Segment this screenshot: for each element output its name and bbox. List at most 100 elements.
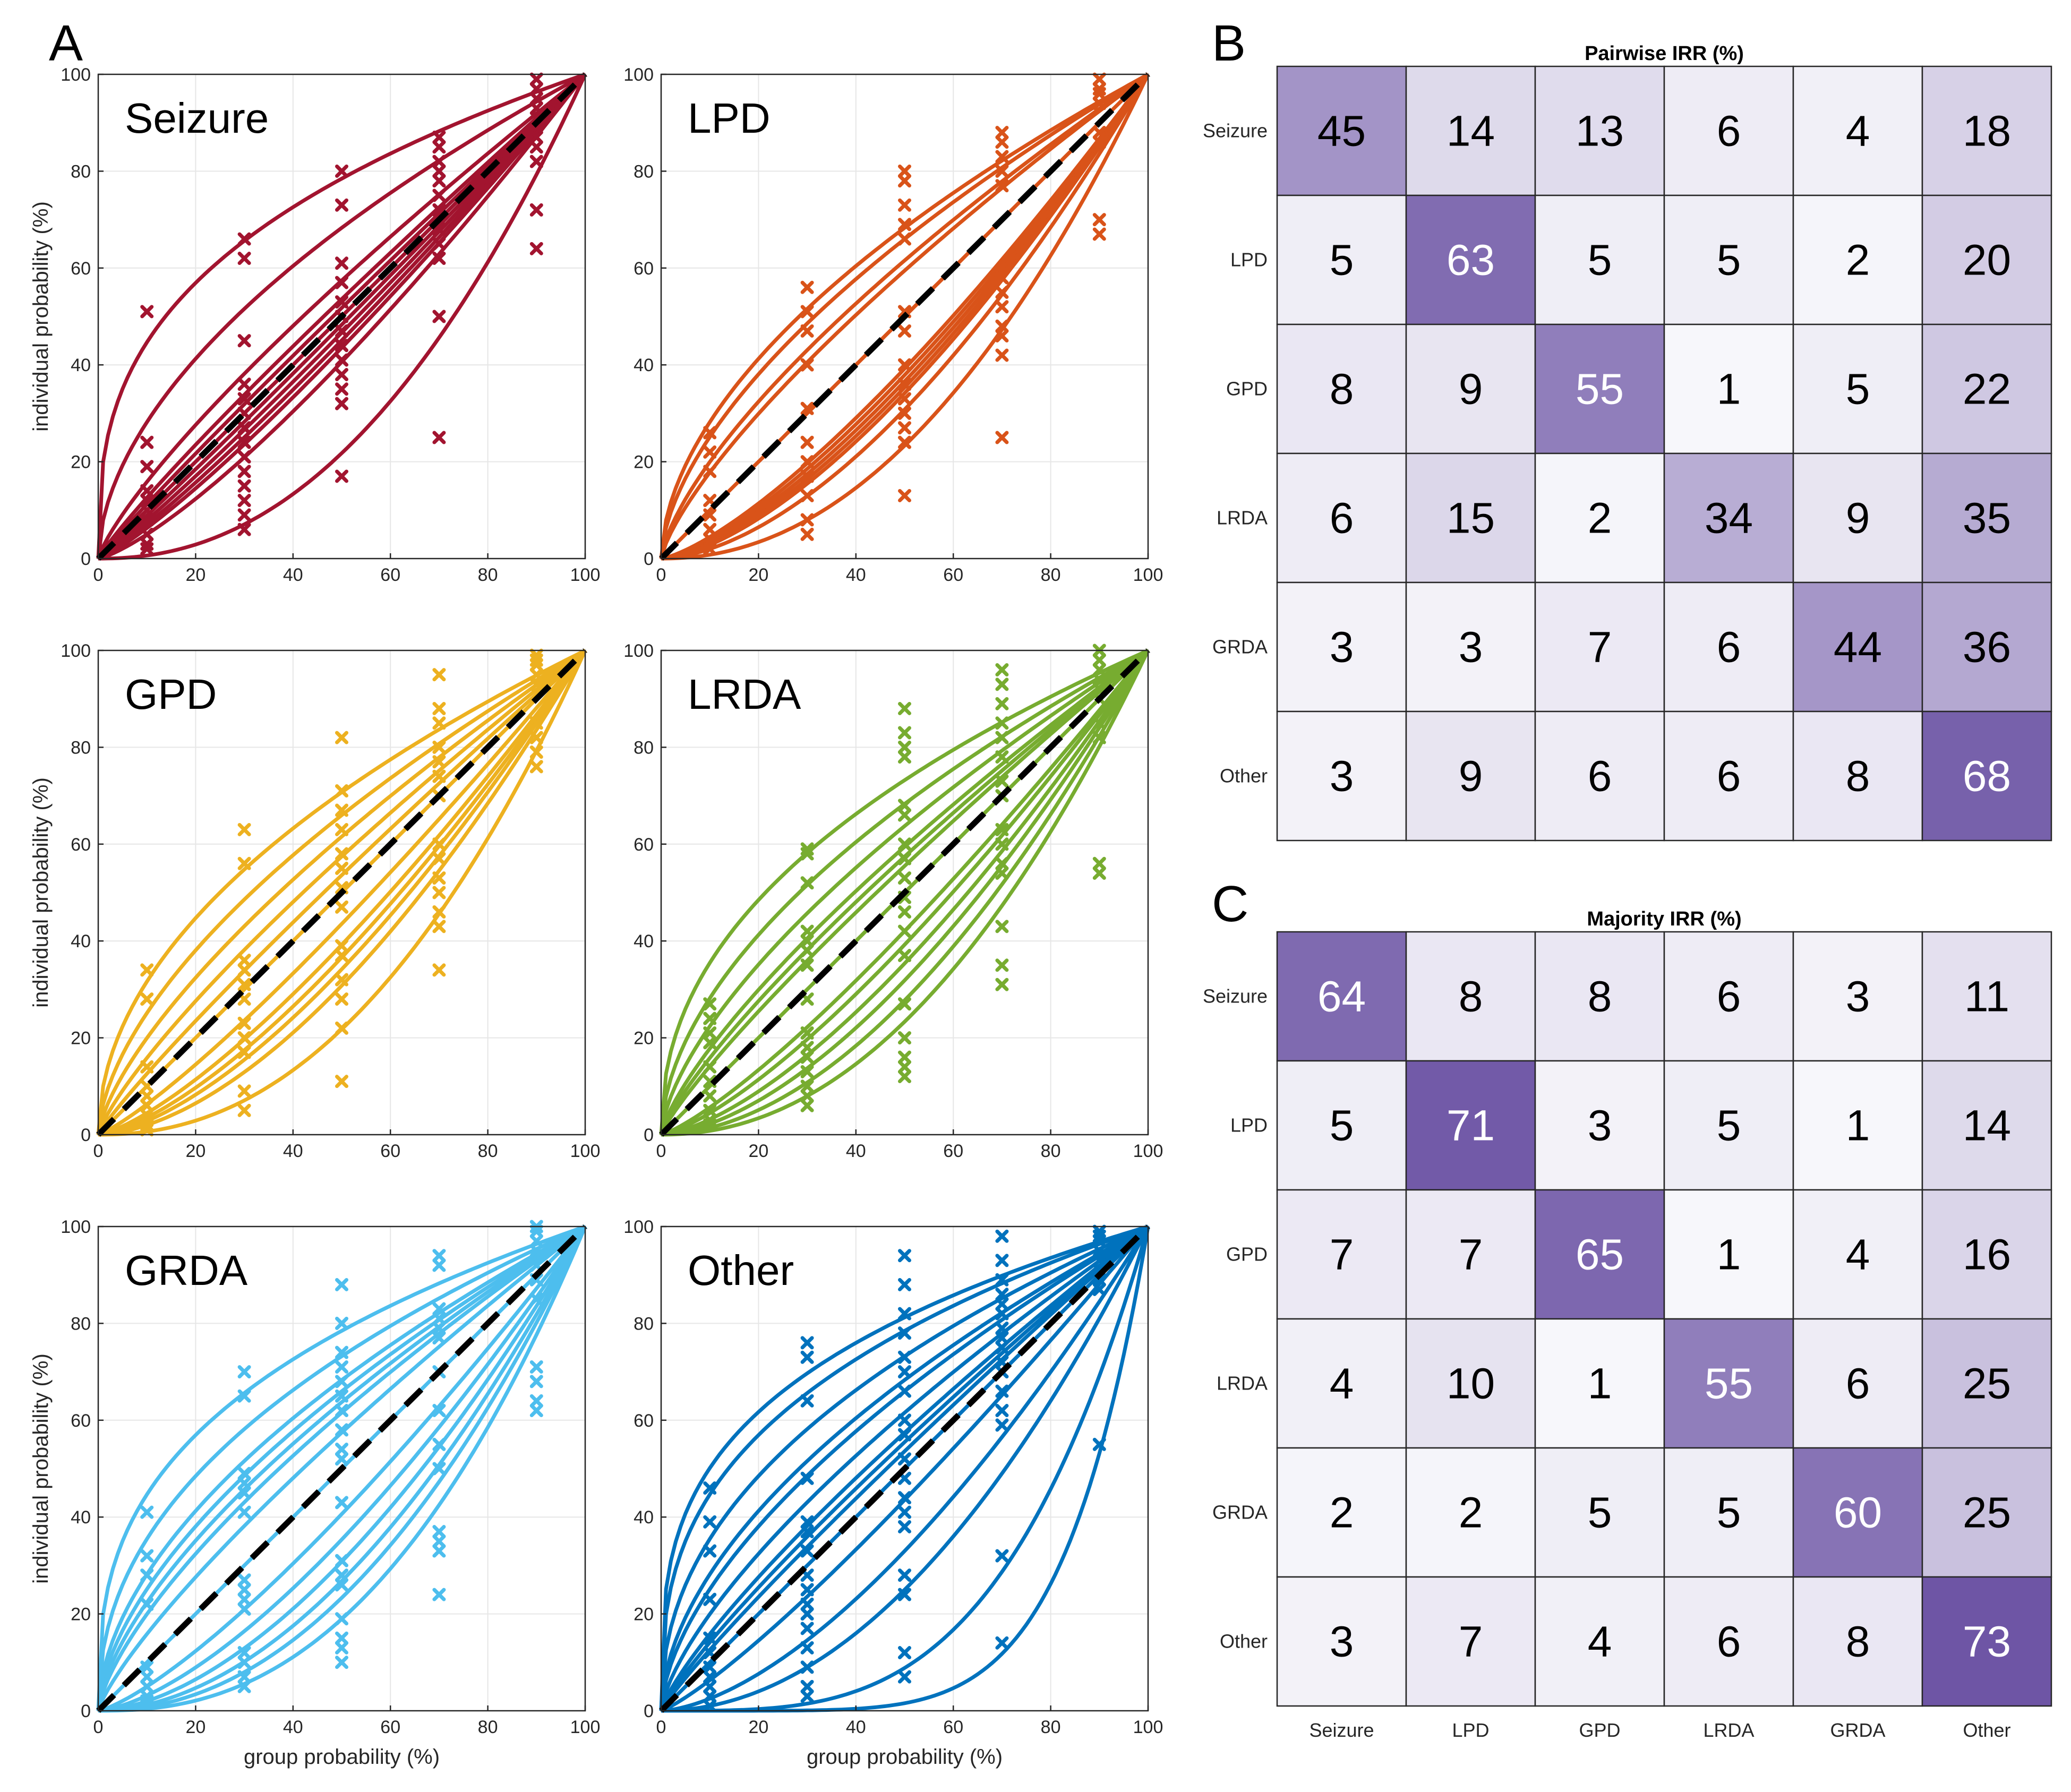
data-point (529, 1224, 543, 1238)
plot-title: LRDA (688, 671, 801, 718)
heatmap-value: 10 (1447, 1360, 1495, 1408)
y-tick-label: 40 (634, 355, 654, 375)
data-point (898, 1277, 911, 1291)
fit-curve (96, 1225, 587, 1712)
x-tick-label: 60 (380, 565, 400, 585)
data-point (529, 92, 543, 106)
y-tick-label: 60 (634, 835, 654, 855)
data-point (432, 1437, 446, 1451)
heatmap-value: 5 (1717, 1489, 1741, 1537)
data-point (800, 469, 814, 483)
data-point (898, 1060, 911, 1074)
heatmap-cell (1663, 710, 1794, 842)
data-point (800, 401, 814, 415)
x-tick-label: 0 (93, 1141, 104, 1161)
heatmap-value: 11 (1964, 973, 2009, 1021)
data-point (529, 1360, 543, 1374)
data-point (898, 740, 911, 754)
data-point (432, 1311, 446, 1325)
data-point (335, 1554, 348, 1567)
data-point (432, 1404, 446, 1418)
data-point (432, 188, 446, 202)
heatmap-value: 13 (1576, 107, 1624, 156)
heatmap-row-label: GPD (1226, 378, 1268, 400)
data-point (140, 1597, 154, 1611)
data-point (432, 1525, 446, 1539)
heatmap-cell (1921, 1576, 2052, 1707)
data-point (140, 1089, 154, 1103)
heatmap-value: 3 (1459, 623, 1483, 672)
data-point (800, 324, 814, 338)
fit-curve (661, 73, 1150, 561)
heatmap-value: 34 (1705, 494, 1753, 543)
heatmap-value: 8 (1588, 973, 1612, 1021)
fit-curve (661, 73, 1150, 561)
heatmap-cell (1276, 710, 1407, 842)
data-point (703, 542, 717, 556)
heatmap-value: 4 (1588, 1618, 1612, 1666)
heatmap-value: 8 (1459, 973, 1483, 1021)
data-point (703, 1660, 717, 1674)
data-point (529, 1292, 543, 1306)
data-point (1092, 867, 1106, 880)
heatmap-value: 6 (1588, 752, 1612, 801)
data-point (898, 392, 911, 406)
data-point (237, 1103, 251, 1117)
y-tick-label: 0 (644, 549, 654, 569)
data-point (898, 198, 911, 212)
heatmap-row-label: GPD (1226, 1244, 1268, 1265)
calibration-plot-other: 0 20 40 60 80 100 0 20 40 60 80 100 Other group proba… (623, 1217, 1163, 1769)
heatmap-value: 2 (1330, 1489, 1354, 1537)
data-point (432, 769, 446, 783)
data-point (995, 1229, 1009, 1243)
data-point (432, 905, 446, 919)
data-point (898, 905, 911, 919)
fit-curve (98, 73, 587, 561)
heatmap-value: 44 (1834, 623, 1882, 672)
heatmap-value: 45 (1317, 107, 1366, 156)
fit-curve (661, 649, 1150, 1137)
heatmap-value: 5 (1330, 236, 1354, 285)
data-point (703, 1089, 717, 1103)
heatmap-value: 3 (1330, 1618, 1354, 1666)
heatmap-value: 60 (1834, 1489, 1882, 1537)
heatmap-cell (1663, 65, 1794, 196)
data-point (529, 1404, 543, 1418)
fit-curve (98, 649, 587, 1137)
data-point (237, 1016, 251, 1030)
data-point (335, 1641, 348, 1654)
data-point (335, 1021, 348, 1035)
y-tick-label: 20 (71, 1605, 91, 1625)
data-point (898, 1452, 911, 1466)
heatmap-cell (1405, 1576, 1536, 1707)
data-point (995, 1549, 1009, 1563)
data-point (335, 1316, 348, 1330)
data-point (703, 1036, 717, 1050)
data-point (800, 1679, 814, 1693)
heatmap-value: 14 (1447, 107, 1495, 156)
heatmap-cell (1534, 710, 1665, 842)
data-point (237, 1573, 251, 1587)
plot-frame (660, 73, 1149, 560)
data-point (237, 856, 251, 870)
x-tick-label: 100 (570, 1141, 601, 1161)
y-tick-label: 100 (61, 641, 91, 661)
heatmap-cell (1663, 194, 1794, 325)
plot-frame (97, 649, 586, 1136)
data-point (432, 1331, 446, 1345)
x-tick-label: 100 (570, 565, 601, 585)
fit-curve (661, 73, 1150, 561)
heatmap-value: 25 (1963, 1360, 2011, 1408)
data-point (237, 1656, 251, 1669)
data-point (1092, 1283, 1106, 1297)
plot-frame (660, 1225, 1149, 1712)
data-point (898, 871, 911, 885)
data-point (432, 1249, 446, 1263)
y-tick-label: 80 (634, 161, 654, 182)
y-tick-label: 40 (71, 355, 91, 375)
data-point (995, 1322, 1009, 1335)
data-point (432, 174, 446, 188)
y-tick-label: 0 (81, 1701, 91, 1721)
x-tick-label: 80 (1041, 565, 1061, 585)
